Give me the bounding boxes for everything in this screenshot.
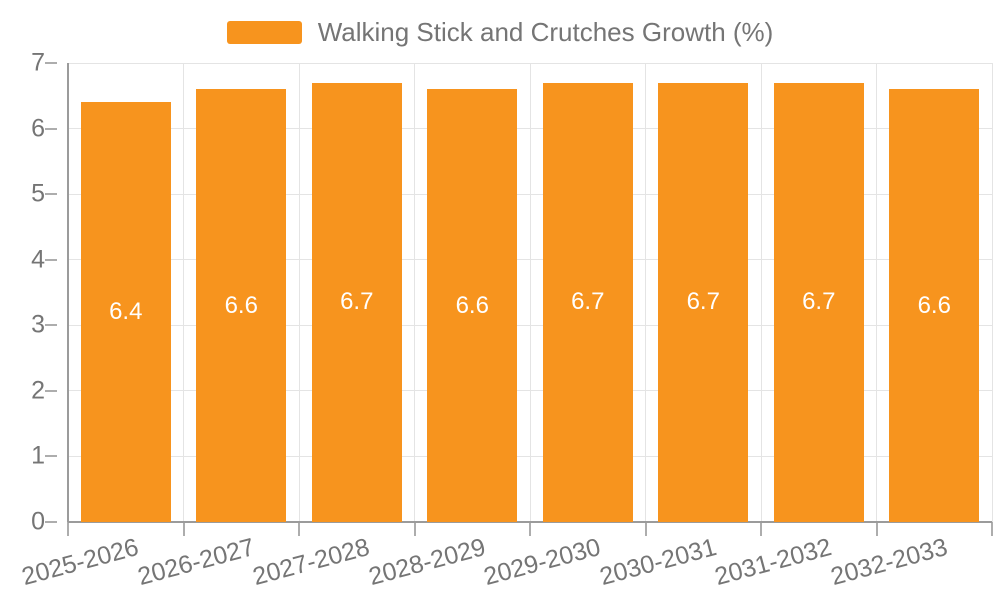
x-axis-tick [991,522,993,536]
x-tick-label: 2030-2031 [596,533,720,592]
y-tick-label: 1 [31,441,45,470]
y-tick-label: 0 [31,507,45,536]
x-axis-tick [529,522,531,536]
y-axis-line [67,63,69,522]
v-gridline [645,63,646,522]
x-tick-label: 2027-2028 [250,533,373,592]
y-tick-label: 7 [31,48,45,77]
bar-value-label: 6.7 [802,288,836,316]
x-axis-line [68,521,992,523]
x-tick-label: 2026-2027 [134,533,258,592]
y-tick-label: 6 [31,114,45,143]
x-axis-tick [760,522,762,536]
bar: 6.7 [658,82,749,522]
bar: 6.7 [311,82,402,522]
y-tick-label: 4 [31,245,45,274]
x-tick-label: 2029-2030 [481,533,604,592]
y-axis-tick [45,127,57,130]
legend[interactable]: Walking Stick and Crutches Growth (%) [0,16,1000,47]
x-axis-tick [413,522,416,536]
bar: 6.7 [773,82,864,522]
legend-swatch [226,20,302,44]
v-gridline [760,63,762,522]
bar: 6.6 [196,89,287,522]
x-tick-label: 2032-2033 [827,533,951,592]
v-gridline [298,63,300,522]
bar: 6.6 [427,89,518,522]
bar-value-label: 6.6 [224,291,258,319]
bar: 6.4 [80,102,171,522]
y-tick-label: 3 [31,310,45,339]
x-axis-tick [644,522,647,536]
y-axis-tick [45,324,57,327]
y-axis-tick [45,258,57,261]
y-axis-tick [45,193,57,196]
v-gridline [991,63,993,522]
x-tick-label: 2028-2029 [365,533,489,592]
y-tick-label: 5 [31,179,45,208]
y-axis-tick [45,389,57,392]
bar-value-label: 6.7 [340,288,374,316]
bar-value-label: 6.6 [917,291,951,319]
bar-value-label: 6.7 [571,288,605,316]
bar: 6.6 [889,89,980,522]
x-axis-tick [67,522,69,536]
bar-value-label: 6.7 [686,288,720,316]
x-tick-label: 2025-2026 [19,533,142,592]
bar-value-label: 6.6 [455,291,489,319]
v-gridline [414,63,415,522]
bar: 6.7 [542,82,633,522]
x-axis-tick [875,522,878,536]
legend-label: Walking Stick and Crutches Growth (%) [317,16,774,47]
x-axis-tick [182,522,185,536]
x-axis-tick [298,522,300,536]
v-gridline [529,63,531,522]
bar-value-label: 6.4 [109,298,143,326]
x-tick-label: 2031-2032 [712,533,835,592]
y-axis-tick [45,455,57,458]
v-gridline [183,63,184,522]
y-axis-tick [45,62,57,64]
v-gridline [876,63,877,522]
y-tick-label: 2 [31,376,45,405]
y-axis-tick [45,521,57,523]
